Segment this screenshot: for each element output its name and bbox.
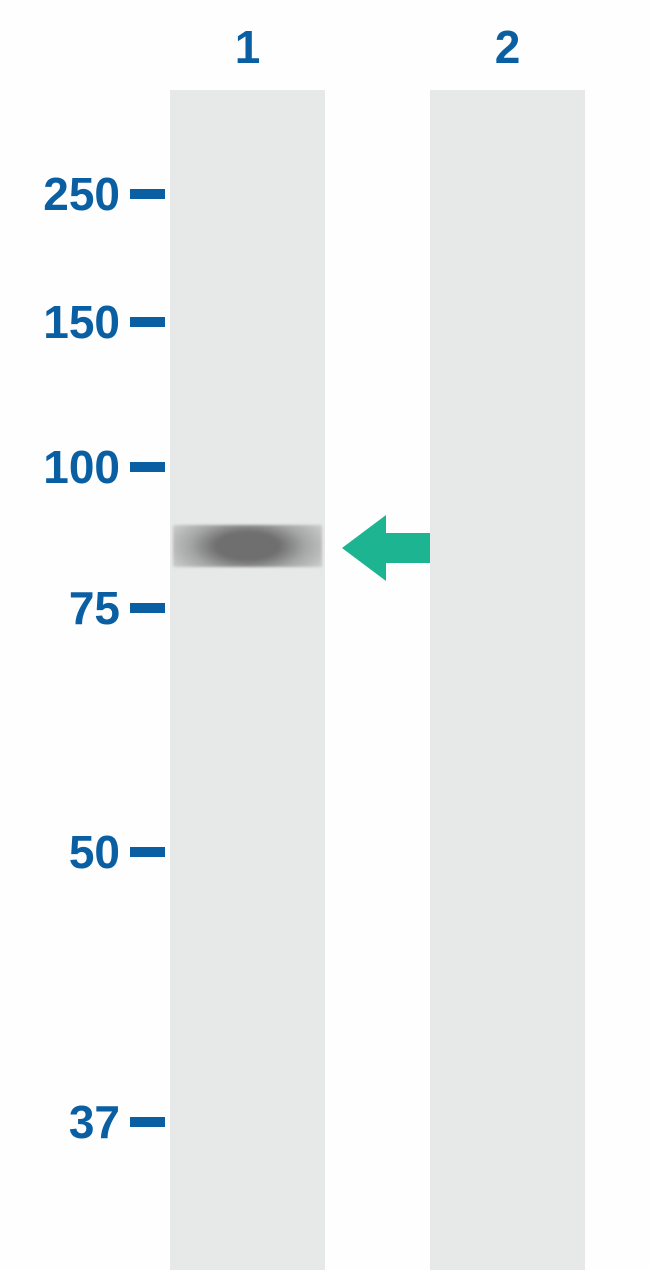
mw-tick-100	[130, 462, 165, 472]
mw-label-75: 75	[69, 581, 120, 635]
lane-1-header: 1	[170, 20, 325, 74]
mw-tick-150	[130, 317, 165, 327]
mw-label-50: 50	[69, 825, 120, 879]
lane-2	[430, 90, 585, 1270]
mw-tick-250	[130, 189, 165, 199]
mw-tick-75	[130, 603, 165, 613]
mw-tick-50	[130, 847, 165, 857]
band-lane1	[173, 525, 322, 567]
lane-2-header-text: 2	[495, 21, 521, 73]
mw-label-150: 150	[43, 295, 120, 349]
mw-label-100: 100	[43, 440, 120, 494]
lane-2-header: 2	[430, 20, 585, 74]
mw-tick-37	[130, 1117, 165, 1127]
mw-label-37: 37	[69, 1095, 120, 1149]
lane-1-header-text: 1	[235, 21, 261, 73]
arrow-icon	[340, 513, 432, 583]
lane-1	[170, 90, 325, 1270]
blot-figure: 1 2 250 150 100 75 50 37	[0, 0, 650, 1270]
mw-label-250: 250	[43, 167, 120, 221]
